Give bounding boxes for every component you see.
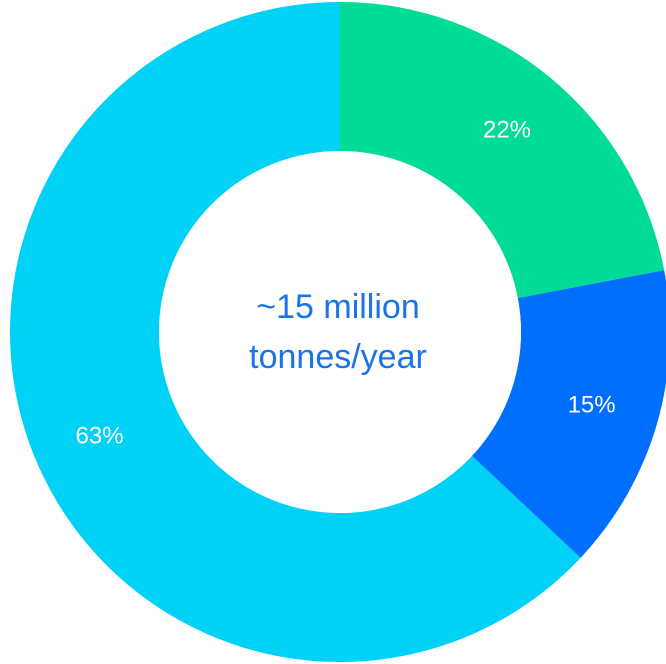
donut-slices: [9, 2, 666, 662]
donut-slice-63: [9, 2, 581, 662]
donut-slice-15: [471, 270, 666, 558]
slice-label-22: 22%: [483, 117, 531, 144]
slice-label-15: 15%: [568, 392, 616, 419]
donut-slice-22: [340, 2, 665, 299]
donut-hole: [159, 151, 521, 513]
slice-labels: 22% 15% 63%: [76, 117, 616, 450]
center-label-line-2: tonnes/year: [249, 338, 427, 376]
slice-label-63: 63%: [76, 423, 124, 450]
center-label-line-1: ~15 million: [256, 288, 419, 326]
